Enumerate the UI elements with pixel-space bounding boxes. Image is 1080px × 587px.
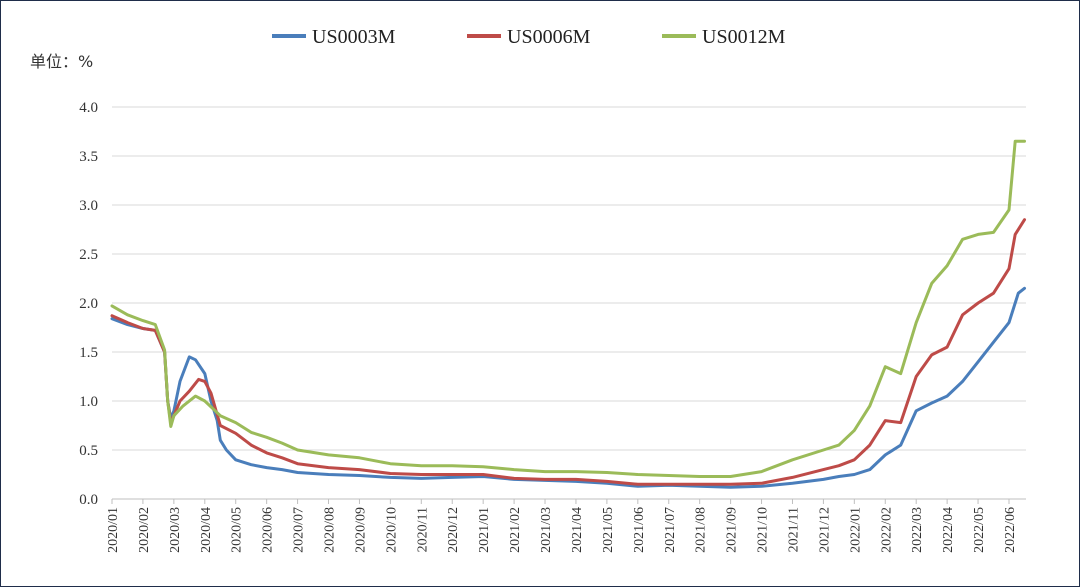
x-tick-label: 2021/06 — [632, 507, 647, 553]
x-tick-label: 2020/02 — [137, 507, 152, 553]
x-tick-label: 2021/04 — [570, 507, 585, 553]
x-tick-label: 2021/02 — [508, 507, 523, 553]
legend-label: US0006M — [507, 26, 591, 48]
series-line-us0003m — [110, 286, 1026, 489]
x-tick-label: 2022/05 — [972, 507, 987, 553]
x-tick-label: 2020/01 — [106, 507, 121, 553]
x-tick-label: 2020/07 — [292, 507, 307, 553]
x-tick-label: 2020/04 — [199, 507, 214, 553]
x-tick-label: 2020/05 — [230, 507, 245, 553]
x-tick-label: 2021/01 — [477, 507, 492, 553]
x-tick-label: 2020/09 — [353, 507, 368, 553]
y-tick-label: 0.5 — [79, 443, 98, 459]
x-axis: 2020/01 2020/02 2020/03 2020/04 2020/05 2020/… — [106, 499, 1018, 553]
x-tick-label: 2020/08 — [323, 507, 338, 553]
x-tick-label: 2022/03 — [910, 507, 925, 553]
y-tick-label: 2.0 — [79, 296, 98, 312]
x-tick-label: 2021/09 — [725, 507, 740, 553]
series-lines — [110, 139, 1026, 489]
series-line-us0012m — [110, 139, 1026, 478]
x-tick-label: 2021/03 — [539, 507, 554, 553]
y-tick-label: 2.5 — [79, 247, 98, 263]
grid — [112, 106, 1026, 500]
x-tick-label: 2020/06 — [261, 507, 276, 553]
x-tick-label: 2022/01 — [848, 507, 863, 553]
y-tick-label: 0.0 — [79, 492, 98, 508]
x-tick-label: 2020/11 — [415, 507, 430, 552]
y-tick-label: 4.0 — [79, 100, 98, 116]
unit-label: 单位：% — [30, 52, 94, 71]
legend-label: US0012M — [702, 26, 786, 48]
series-line-us0006m — [110, 218, 1026, 486]
legend: US0003M US0006M US0012M — [272, 26, 786, 48]
x-tick-label: 2021/12 — [817, 507, 832, 553]
x-tick-label: 2021/05 — [601, 507, 616, 553]
legend-label: US0003M — [312, 26, 396, 48]
x-tick-label: 2021/10 — [756, 507, 771, 553]
y-tick-label: 1.5 — [79, 345, 98, 361]
y-tick-label: 3.0 — [79, 198, 98, 214]
x-tick-label: 2021/07 — [663, 507, 678, 553]
y-axis-ticks: 0.0 0.5 1.0 1.5 2.0 2.5 3.0 3.5 4.0 — [79, 100, 98, 508]
x-tick-label: 2021/08 — [694, 507, 709, 553]
y-tick-label: 3.5 — [79, 149, 98, 165]
x-tick-label: 2021/11 — [786, 507, 801, 552]
x-tick-label: 2022/02 — [879, 507, 894, 553]
x-tick-label: 2020/12 — [446, 507, 461, 553]
y-tick-label: 1.0 — [79, 394, 98, 410]
x-tick-label: 2022/06 — [1003, 507, 1018, 553]
x-tick-label: 2022/04 — [941, 507, 956, 553]
x-tick-label: 2020/03 — [168, 507, 183, 553]
x-tick-label: 2020/10 — [384, 507, 399, 553]
